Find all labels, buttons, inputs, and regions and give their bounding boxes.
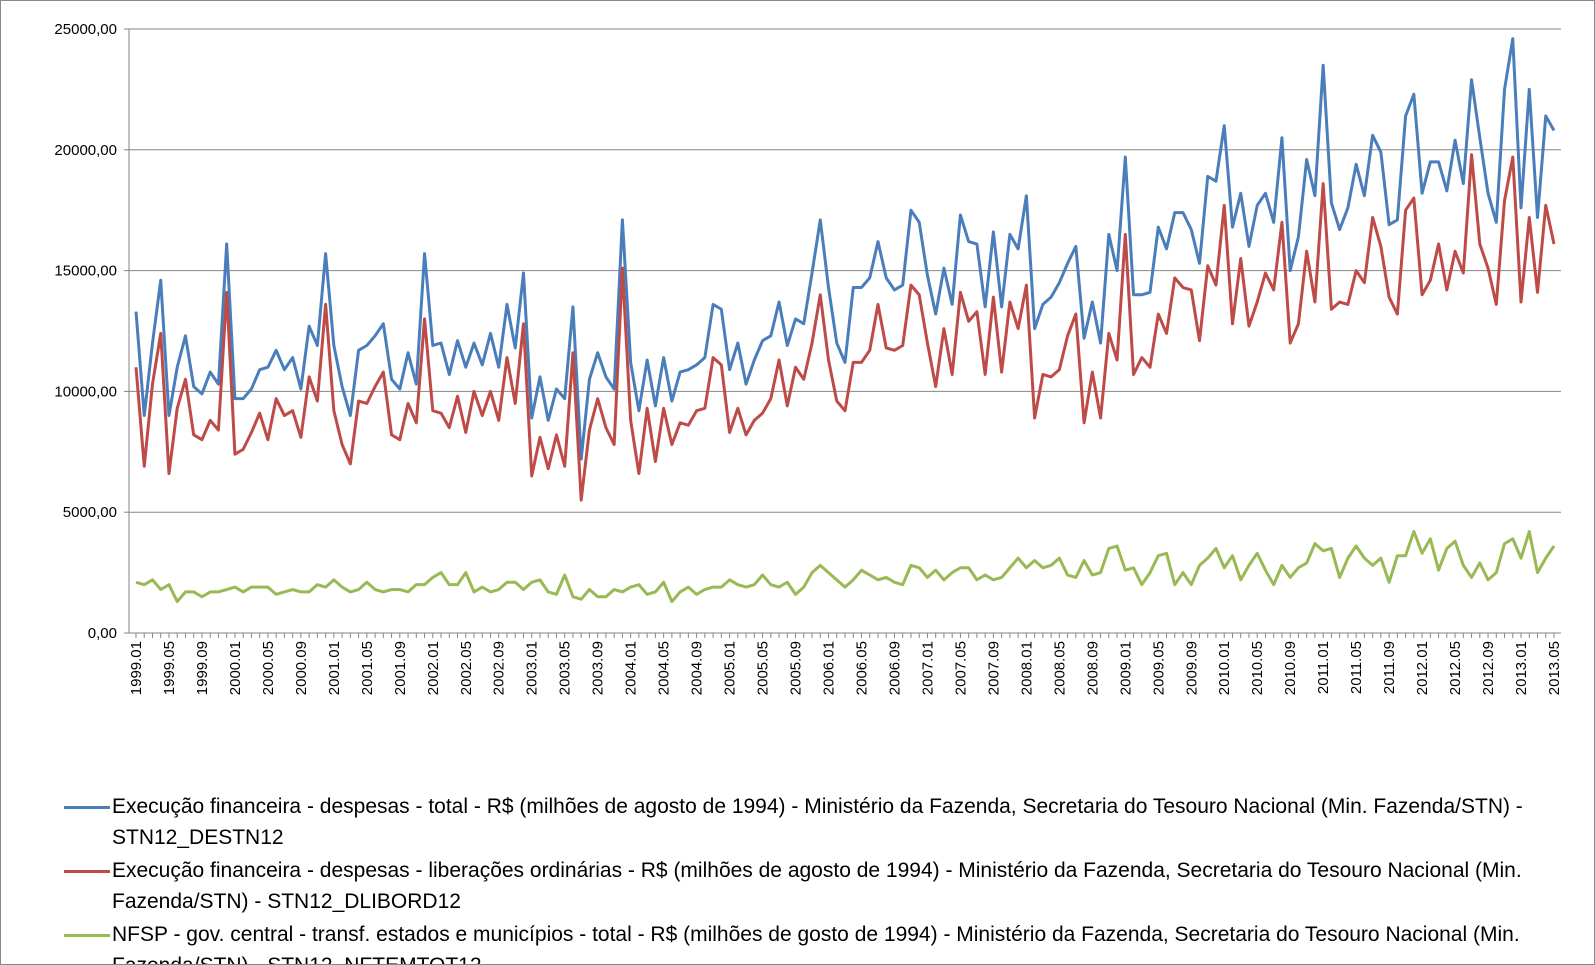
y-tick-label: 15000,00 [54,263,117,280]
x-tick-label: 2009.09 [1183,641,1200,695]
legend: Execução financeira - despesas - total -… [64,791,1544,964]
x-tick-label: 2000.05 [260,641,277,695]
x-tick-label: 2008.09 [1084,641,1101,695]
x-tick-label: 2005.09 [788,641,805,695]
legend-label: NFSP - gov. central - transf. estados e … [112,923,1520,964]
x-tick-label: 2003.09 [590,641,607,695]
legend-key [64,934,110,937]
y-tick-label: 25000,00 [54,21,117,38]
y-tick-label: 20000,00 [54,142,117,159]
x-tick-label: 1999.05 [161,641,178,695]
x-tick-label: 2013.05 [1546,641,1563,695]
x-tick-label: 2006.09 [886,641,903,695]
legend-label: Execução financeira - despesas - liberaç… [112,859,1522,913]
x-tick-label: 2001.09 [392,641,409,695]
x-tick-label: 1999.01 [128,641,145,695]
x-tick-label: 2008.05 [1051,641,1068,695]
x-tick-label: 2012.05 [1447,641,1464,695]
x-tick-label: 2003.01 [524,641,541,695]
x-tick-label: 2012.01 [1414,641,1431,695]
y-tick-label: 0,00 [88,625,117,642]
x-tick-label: 2007.09 [985,641,1002,695]
chart: 0,00 5000,00 10000,00 15000,00 20000,00 25000… [54,21,1563,695]
x-tick-label: 2005.05 [755,641,772,695]
y-tick-label: 10000,00 [54,383,117,400]
legend-entry: Execução financeira - despesas - total -… [64,791,1544,853]
series-line [134,37,1556,461]
x-tick-label: 2000.01 [227,641,244,695]
x-tick-label: 2001.05 [359,641,376,695]
x-tick-label: 2012.09 [1480,641,1497,695]
x-tick-label: 2009.05 [1150,641,1167,695]
x-tick-label: 2010.01 [1216,641,1233,695]
x-tick-label: 2001.01 [326,641,343,695]
x-tick-label: 2010.05 [1249,641,1266,695]
x-tick-label: 2004.09 [689,641,706,695]
x-tick-label: 2011.05 [1348,641,1365,694]
x-tick-label: 2002.05 [458,641,475,695]
x-tick-label: 2007.01 [919,641,936,695]
legend-entry: Execução financeira - despesas - liberaç… [64,855,1544,917]
x-tick-label: 2006.05 [853,641,870,695]
legend-key [64,806,110,809]
x-tick-label: 2007.05 [952,641,969,695]
legend-label: Execução financeira - despesas - total -… [112,795,1523,849]
x-tick-label: 2010.09 [1282,641,1299,695]
x-tick-label: 1999.09 [194,641,211,695]
x-tick-label: 2004.05 [656,641,673,695]
x-tick-label: 2005.01 [722,641,739,695]
x-tick-label: 2008.01 [1018,641,1035,695]
x-tick-label: 2006.01 [821,641,838,695]
legend-key [64,870,110,873]
x-tick-label: 2011.09 [1381,641,1398,694]
x-tick-label: 2002.09 [491,641,508,695]
legend-entry: NFSP - gov. central - transf. estados e … [64,919,1544,964]
series-line [134,153,1556,502]
x-tick-label: 2004.01 [623,641,640,695]
x-tick-label: 2002.01 [425,641,442,695]
x-tick-label: 2009.01 [1117,641,1134,695]
series-line [135,530,1556,604]
x-tick-label: 2000.09 [293,641,310,695]
x-tick-label: 2011.01 [1315,641,1332,694]
x-tick-label: 2013.01 [1513,641,1530,695]
y-tick-label: 5000,00 [63,504,117,521]
x-tick-label: 2003.05 [557,641,574,695]
